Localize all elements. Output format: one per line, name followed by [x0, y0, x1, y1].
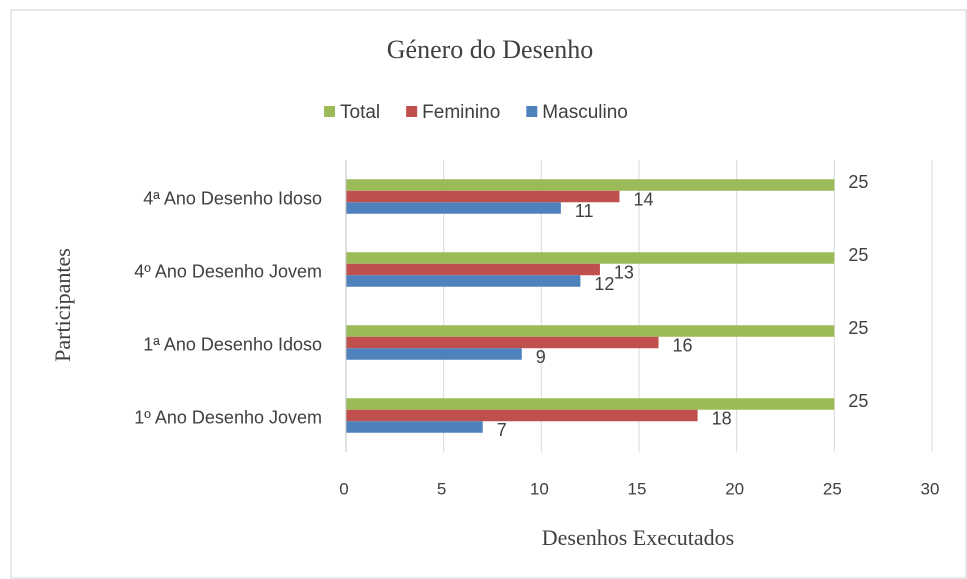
x-tick-label: 10	[530, 479, 549, 498]
legend-swatch	[406, 106, 418, 117]
y-tick-label: 4º Ano Desenho Jovem	[134, 261, 322, 281]
legend-label: Feminino	[422, 102, 500, 123]
chart-border	[10, 9, 967, 579]
bar	[346, 398, 835, 410]
y-tick-label: 1ª Ano Desenho Idoso	[143, 334, 322, 354]
legend-label: Masculino	[542, 102, 628, 123]
value-label: 13	[614, 262, 634, 282]
y-axis-title: Participantes	[50, 248, 75, 362]
y-tick-label: 1º Ano Desenho Jovem	[134, 407, 322, 427]
y-tick-label: 4ª Ano Desenho Idoso	[143, 188, 322, 208]
value-label: 9	[536, 347, 546, 367]
bar	[346, 275, 581, 287]
bar	[346, 421, 483, 433]
bar	[346, 202, 561, 214]
value-label: 7	[497, 420, 507, 440]
x-tick-label: 20	[725, 479, 744, 498]
value-label: 14	[633, 189, 653, 209]
bar	[346, 409, 698, 422]
value-label: 25	[848, 172, 868, 192]
bar	[346, 348, 522, 360]
legend-label: Total	[340, 102, 380, 123]
x-tick-label: 25	[823, 479, 842, 498]
bar	[346, 179, 835, 191]
bar	[346, 190, 620, 203]
value-label: 25	[848, 318, 868, 338]
bar	[346, 263, 600, 276]
x-axis-title: Desenhos Executados	[542, 525, 734, 550]
value-label: 11	[575, 201, 594, 221]
x-tick-label: 0	[339, 479, 348, 498]
bar	[346, 325, 835, 337]
legend-swatch	[526, 106, 538, 117]
bar	[346, 336, 659, 349]
value-label: 18	[712, 408, 732, 428]
bar	[346, 252, 835, 264]
x-tick-label: 5	[437, 479, 446, 498]
x-tick-label: 15	[628, 479, 647, 498]
value-label: 16	[673, 335, 693, 355]
value-label: 25	[848, 391, 868, 411]
legend-swatch	[324, 106, 335, 117]
value-label: 25	[848, 245, 868, 265]
x-tick-label: 30	[921, 479, 940, 498]
value-label: 12	[594, 274, 614, 294]
chart-title: Género do Desenho	[387, 35, 594, 64]
